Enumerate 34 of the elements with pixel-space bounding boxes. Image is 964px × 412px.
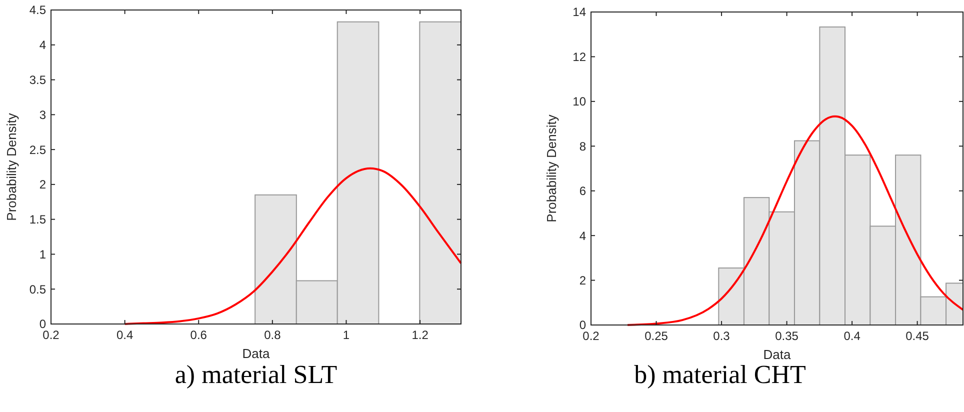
- y-tick-label: 2: [39, 178, 46, 192]
- y-tick-label: 1: [39, 247, 46, 262]
- x-tick-label: 0.4: [116, 328, 134, 342]
- x-tick-label: 0.35: [775, 329, 799, 343]
- y-tick-label: 4: [39, 38, 46, 52]
- x-tick-label: 0.45: [906, 329, 930, 343]
- x-tick-label: 0.3: [713, 329, 730, 343]
- line-series: [626, 115, 964, 326]
- x-axis-title: Data: [763, 347, 792, 362]
- x-axis-title: Data: [242, 346, 270, 361]
- y-axis-title: Probability Density: [544, 114, 559, 222]
- text: b) material CHT: [634, 360, 806, 389]
- y-tick-label: 10: [572, 94, 586, 109]
- y-tick-label: 0.5: [29, 282, 46, 296]
- x-tick-label: 1: [342, 328, 350, 342]
- y-tick-label: 12: [572, 50, 586, 64]
- y-tick-label: 14: [572, 5, 586, 20]
- y-tick-label: 1.5: [29, 212, 46, 227]
- y-tick-label: 4: [579, 228, 586, 243]
- x-tick-label: 1.2: [412, 328, 429, 342]
- y-tick-label: 6: [579, 184, 586, 198]
- x-tick-label: 0.25: [644, 329, 668, 343]
- x-tick-label: 0.4: [844, 329, 861, 343]
- y-tick-label: 3.5: [29, 72, 46, 87]
- text: a) material SLT: [174, 360, 338, 389]
- line-series: [124, 167, 462, 325]
- y-tick-label: 3: [39, 108, 46, 122]
- y-tick-label: 2.5: [29, 142, 46, 157]
- x-tick-label: 0.8: [264, 328, 282, 342]
- y-tick-label: 8: [579, 139, 586, 154]
- y-tick-label: 4.5: [29, 3, 46, 18]
- y-axis-title: Probability Density: [4, 112, 19, 221]
- x-tick-label: 0.6: [190, 328, 208, 342]
- y-tick-label: 2: [579, 273, 586, 288]
